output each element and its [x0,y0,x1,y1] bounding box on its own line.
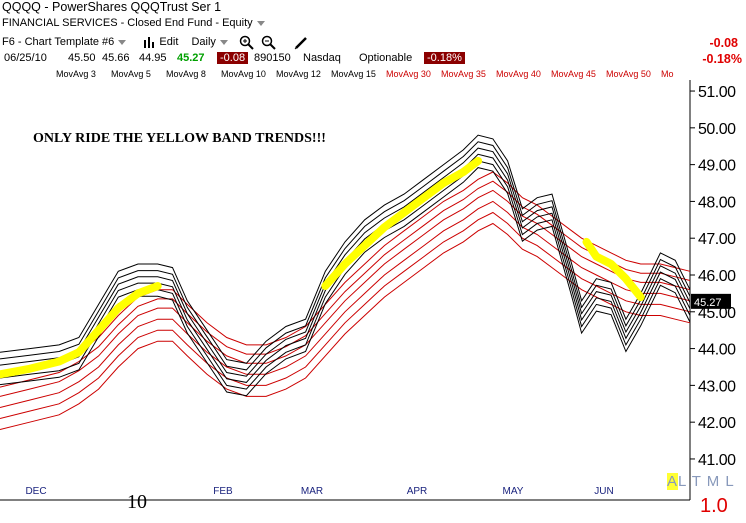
y-tick-label: 51.00 [698,84,736,101]
security-name: PowerShares QQQTrust Ser 1 [52,0,222,14]
sector-label: FINANCIAL SERVICES - Closed End Fund - E… [2,17,253,29]
quote-change-pct: -0.18% [424,52,465,64]
quote-date: 06/25/10 [4,52,47,64]
ma-legend-item: MovAvg 12 [276,69,321,79]
chart-title: ONLY RIDE THE YELLOW BAND TRENDS!!! [33,131,326,146]
ma-legend-item: MovAvg 30 [386,69,431,79]
short-ma-line [0,134,691,364]
ma-legend-item: MovAvg 10 [221,69,266,79]
control-a[interactable]: A [667,473,679,490]
dropdown-arrow-icon [118,40,127,45]
y-tick-label: 47.00 [698,231,736,248]
quote-exchange: Nasdaq [303,52,341,64]
symbol: QQQQ [2,0,41,14]
zoom-out-icon[interactable] [261,35,277,50]
ma-legend-item: MovAvg 40 [496,69,541,79]
x-tick-label: 10 [127,491,147,513]
y-tick-label: 41.00 [698,452,736,469]
title-separator: - [44,0,53,14]
long-ma-line [0,180,691,388]
optionable-label: Optionable [359,52,413,64]
quote-change: -0.08 [217,52,249,64]
x-tick-label: APR [407,486,428,497]
x-tick-label: MAY [503,486,524,497]
template-selector[interactable]: F6 - Chart Template #6 [2,36,127,48]
ma-legend-item: MovAvg 45 [551,69,596,79]
short-ma-line [0,167,691,397]
ma-legend-item: MovAvg 15 [331,69,376,79]
y-tick-label: 42.00 [698,415,736,432]
x-tick-label: MAR [301,486,323,497]
yellow-band [582,237,645,302]
long-ma-line [0,211,691,419]
y-tick-label: 46.00 [698,268,736,285]
long-ma-line [0,200,691,408]
y-tick-label: 45.00 [698,305,736,322]
y-tick-label: 50.00 [698,121,736,138]
short-ma-line [0,141,691,371]
ma-legend-item: MovAvg 35 [441,69,486,79]
last-price-label: 45.27 [694,297,722,309]
long-ma-line [0,189,691,397]
pencil-icon[interactable] [294,36,308,50]
zoom-in-icon[interactable] [239,35,255,50]
ma-legend-item: Mo [661,69,674,79]
dropdown-arrow-icon [219,40,228,45]
period-selector[interactable]: Daily [191,36,228,48]
quote-high: 45.66 [102,52,130,64]
yellow-band [0,282,162,379]
quote-open: 45.50 [68,52,96,64]
quote-low: 44.95 [139,52,167,64]
scale-label: 1.0 [700,495,728,517]
y-tick-label: 49.00 [698,158,736,175]
y-tick-label: 43.00 [698,378,736,395]
y-tick-label: 48.00 [698,194,736,211]
sector-line[interactable]: FINANCIAL SERVICES - Closed End Fund - E… [2,17,265,29]
edit-button[interactable]: Edit [143,36,181,48]
control-rest[interactable]: L T M L [678,473,735,490]
yellow-band [321,156,483,290]
ma-legend-item: MovAvg 5 [111,69,151,79]
ma-legend-item: MovAvg 8 [166,69,206,79]
right-change: -0.08 [709,36,739,50]
right-change-pct: -0.18% [702,52,742,66]
chart-controls[interactable]: AL T M L [667,473,735,490]
y-tick-label: 44.00 [698,342,736,359]
quote-volume: 890150 [254,52,291,64]
x-tick-label: JUN [594,486,613,497]
bar-chart-icon [144,37,155,48]
long-ma-line [0,222,691,430]
chart-header: QQQQ - PowerShares QQQTrust Ser 1 FINANC… [0,0,746,68]
symbol-title: QQQQ - PowerShares QQQTrust Ser 1 [2,0,221,14]
x-tick-label: FEB [213,486,233,497]
dropdown-arrow-icon[interactable] [256,20,265,26]
x-tick-label: DEC [25,486,46,497]
last-price-box [691,293,731,309]
toolbar: F6 - Chart Template #6 Edit Daily [2,35,308,50]
ma-legend-item: MovAvg 3 [56,69,96,79]
quote-close: 45.27 [177,52,205,64]
short-ma-line [0,147,691,377]
ma-legend-item: MovAvg 50 [606,69,651,79]
